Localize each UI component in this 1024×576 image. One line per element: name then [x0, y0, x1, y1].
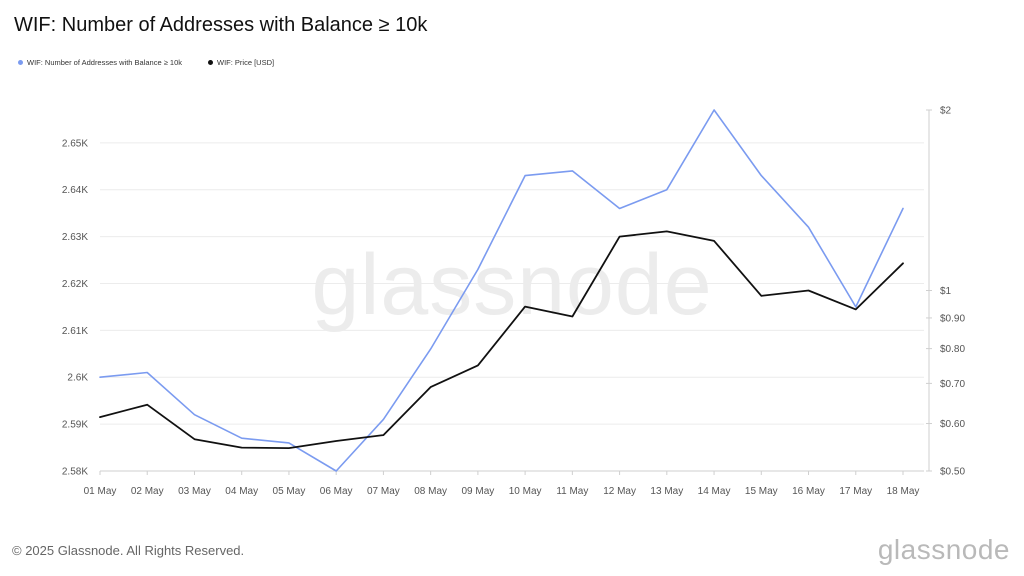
- x-axis-tick-label: 07 May: [367, 486, 400, 497]
- x-axis-tick-label: 03 May: [178, 486, 211, 497]
- x-axis-tick-label: 18 May: [887, 486, 920, 497]
- right-axis-tick-label: $0.80: [940, 344, 965, 355]
- price-series-line: [99, 230, 904, 450]
- addresses-series-line: [99, 109, 904, 472]
- left-axis-tick-label: 2.63K: [62, 232, 88, 243]
- x-axis-tick-label: 06 May: [320, 486, 353, 497]
- x-axis-tick-label: 04 May: [225, 486, 258, 497]
- x-axis-tick-label: 02 May: [131, 486, 164, 497]
- right-axis-tick-label: $0.90: [940, 313, 965, 324]
- chart-title: WIF: Number of Addresses with Balance ≥ …: [14, 14, 428, 36]
- legend-dot-addresses: [18, 60, 23, 65]
- x-axis-tick-label: 08 May: [414, 486, 447, 497]
- legend-label-addresses: WIF: Number of Addresses with Balance ≥ …: [27, 58, 183, 67]
- glassnode-logo: glassnode: [877, 534, 1010, 565]
- left-axis-tick-label: 2.64K: [62, 185, 88, 196]
- x-axis-tick-label: 16 May: [792, 486, 825, 497]
- left-axis-tick-label: 2.58K: [62, 467, 88, 478]
- x-axis-tick-label: 13 May: [650, 486, 683, 497]
- x-axis-tick-label: 11 May: [556, 486, 588, 497]
- left-axis-tick-label: 2.65K: [62, 138, 88, 149]
- right-axis-tick-label: $0.70: [940, 379, 965, 390]
- copyright-text: © 2025 Glassnode. All Rights Reserved.: [12, 543, 245, 558]
- right-axis-tick-label: $1: [940, 286, 952, 297]
- x-axis-tick-label: 14 May: [698, 486, 731, 497]
- legend-dot-price: [208, 60, 214, 65]
- legend: WIF: Number of Addresses with Balance ≥ …: [18, 58, 274, 67]
- x-axis-tick-label: 09 May: [461, 486, 494, 497]
- x-axis-tick-label: 12 May: [603, 486, 636, 497]
- x-axis-tick-label: 17 May: [839, 486, 872, 497]
- legend-item-price[interactable]: WIF: Price [USD]: [208, 58, 274, 67]
- watermark-text: glassnode: [311, 237, 712, 333]
- right-axis-tick-label: $0.50: [940, 467, 965, 478]
- left-axis-tick-label: 2.61K: [62, 326, 88, 337]
- x-axis-tick-label: 01 May: [84, 486, 117, 497]
- left-axis-tick-label: 2.62K: [62, 279, 88, 290]
- legend-label-price: WIF: Price [USD]: [217, 58, 275, 67]
- x-axis-tick-label: 15 May: [745, 486, 778, 497]
- x-axis-tick-label: 10 May: [509, 486, 542, 497]
- left-axis-tick-label: 2.6K: [67, 373, 88, 384]
- legend-item-addresses[interactable]: WIF: Number of Addresses with Balance ≥ …: [18, 58, 182, 67]
- x-axis-tick-label: 05 May: [273, 486, 306, 497]
- left-axis-tick-label: 2.59K: [62, 420, 88, 431]
- right-axis-tick-label: $2: [940, 106, 952, 117]
- right-axis-tick-label: $0.60: [940, 419, 965, 430]
